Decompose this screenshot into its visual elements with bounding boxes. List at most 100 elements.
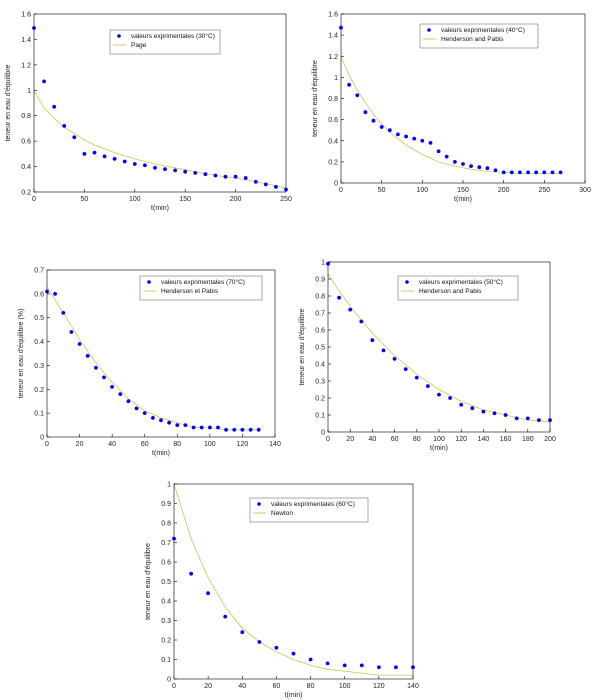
x-axis-label: t(min) [285, 692, 303, 699]
data-point [193, 171, 198, 175]
legend-label: Page [131, 42, 147, 49]
y-tick-label: 0.6 [315, 328, 325, 335]
y-tick-label: 0.1 [34, 411, 44, 418]
axes-frame [46, 269, 276, 438]
x-tick-label: 300 [579, 187, 591, 194]
y-tick-label: 0 [40, 435, 44, 442]
x-tick-label: 80 [413, 436, 421, 443]
data-point [550, 170, 555, 175]
y-tick-label: 1.2 [328, 54, 338, 61]
data-point [223, 614, 228, 619]
x-tick-label: 80 [307, 683, 315, 690]
y-tick-label: 1.4 [21, 37, 31, 44]
data-point [481, 409, 486, 414]
data-point [448, 396, 452, 400]
y-tick-label: 0.9 [315, 277, 325, 284]
y-tick-label: 0.5 [34, 315, 44, 322]
x-tick-label: 20 [204, 683, 212, 690]
x-tick-label: 140 [478, 436, 490, 443]
legend: valeurs exprimentales (70°C) Henderson et… [139, 275, 263, 301]
data-point [558, 170, 563, 175]
data-point [492, 411, 497, 416]
data-point [514, 416, 519, 421]
data-point [118, 392, 123, 396]
fit-curve-line [173, 483, 413, 676]
data-point [240, 630, 245, 635]
y-tick-label: 0.7 [315, 311, 325, 318]
data-point [411, 665, 415, 670]
data-point [248, 427, 253, 432]
x-tick-label: 80 [173, 441, 181, 448]
data-point [42, 79, 46, 84]
legend-label: valeurs exprimentales (70°C) [161, 278, 245, 286]
x-axis-label: t(min) [151, 205, 169, 212]
data-point [436, 149, 441, 154]
data-point [348, 307, 353, 312]
y-tick-label: 0.3 [315, 379, 325, 386]
data-point [85, 354, 90, 358]
data-point [426, 384, 430, 388]
legend-box [419, 23, 539, 49]
data-point [45, 289, 49, 294]
data-point [240, 427, 245, 432]
x-tick-label: 160 [500, 436, 512, 443]
y-tick-label: 0.2 [161, 638, 171, 645]
y-tick-label: 0.2 [21, 190, 31, 197]
data-point [142, 411, 147, 415]
x-tick-label: 50 [81, 196, 89, 203]
chart-3: 0 20 40 60 80 100 120 140 0 0.1 0.2 0.3 0.4 0.5 0.6 0.7… [18, 268, 281, 458]
data-point [414, 375, 419, 380]
data-point [339, 25, 343, 30]
fit-curve-line [46, 286, 259, 431]
data-point [493, 168, 498, 173]
data-point [122, 159, 127, 164]
y-tick-label: 0.6 [21, 139, 31, 146]
data-point [355, 93, 360, 98]
data-point [216, 425, 220, 430]
y-tick-label: 0.3 [161, 618, 171, 625]
legend-box [109, 29, 221, 55]
y-tick-label: 0.2 [34, 387, 44, 394]
x-tick-label: 0 [32, 196, 36, 203]
data-point [32, 26, 36, 30]
data-point [233, 174, 238, 179]
y-tick-label: 0.4 [34, 339, 44, 346]
legend: valeurs exprimentales (50°C) Henderson an… [397, 275, 519, 301]
y-axis-label: teneur en eau d'équilibre [5, 64, 12, 141]
data-point [437, 392, 441, 397]
data-point [444, 154, 449, 159]
y-tick-label: 0.2 [315, 396, 325, 403]
x-tick-label: 200 [230, 196, 242, 203]
data-point [274, 645, 279, 650]
data-point [153, 165, 157, 170]
data-point [172, 536, 176, 541]
data-point [377, 665, 381, 670]
x-tick-label: 140 [407, 683, 419, 690]
data-point [69, 330, 74, 334]
x-tick-label: 60 [141, 441, 149, 448]
x-tick-label: 100 [204, 441, 216, 448]
data-point [342, 663, 347, 668]
data-point [337, 295, 341, 300]
data-point [359, 319, 364, 324]
data-point [308, 657, 313, 662]
x-tick-label: 140 [269, 441, 281, 448]
data-point [420, 138, 425, 143]
y-tick-label: 0.4 [21, 164, 31, 171]
y-tick-label: 1.6 [328, 12, 338, 19]
data-point [110, 385, 114, 389]
legend-label: Henderson et Pabis [161, 288, 219, 295]
data-point [363, 110, 368, 115]
y-tick-label: 0.3 [34, 363, 44, 370]
data-point [387, 128, 392, 133]
data-point [159, 418, 163, 423]
data-point [102, 375, 106, 380]
data-point [203, 172, 208, 177]
data-point [224, 427, 229, 432]
data-point [253, 179, 258, 184]
y-tick-label: 0.6 [161, 560, 171, 567]
data-point [537, 418, 541, 422]
data-point [167, 420, 172, 425]
data-point [223, 174, 228, 179]
chart-4: 0 20 40 60 80 100 120 140 160 180 200 0 0.1 0.2 0.3 0.4… [299, 260, 556, 453]
